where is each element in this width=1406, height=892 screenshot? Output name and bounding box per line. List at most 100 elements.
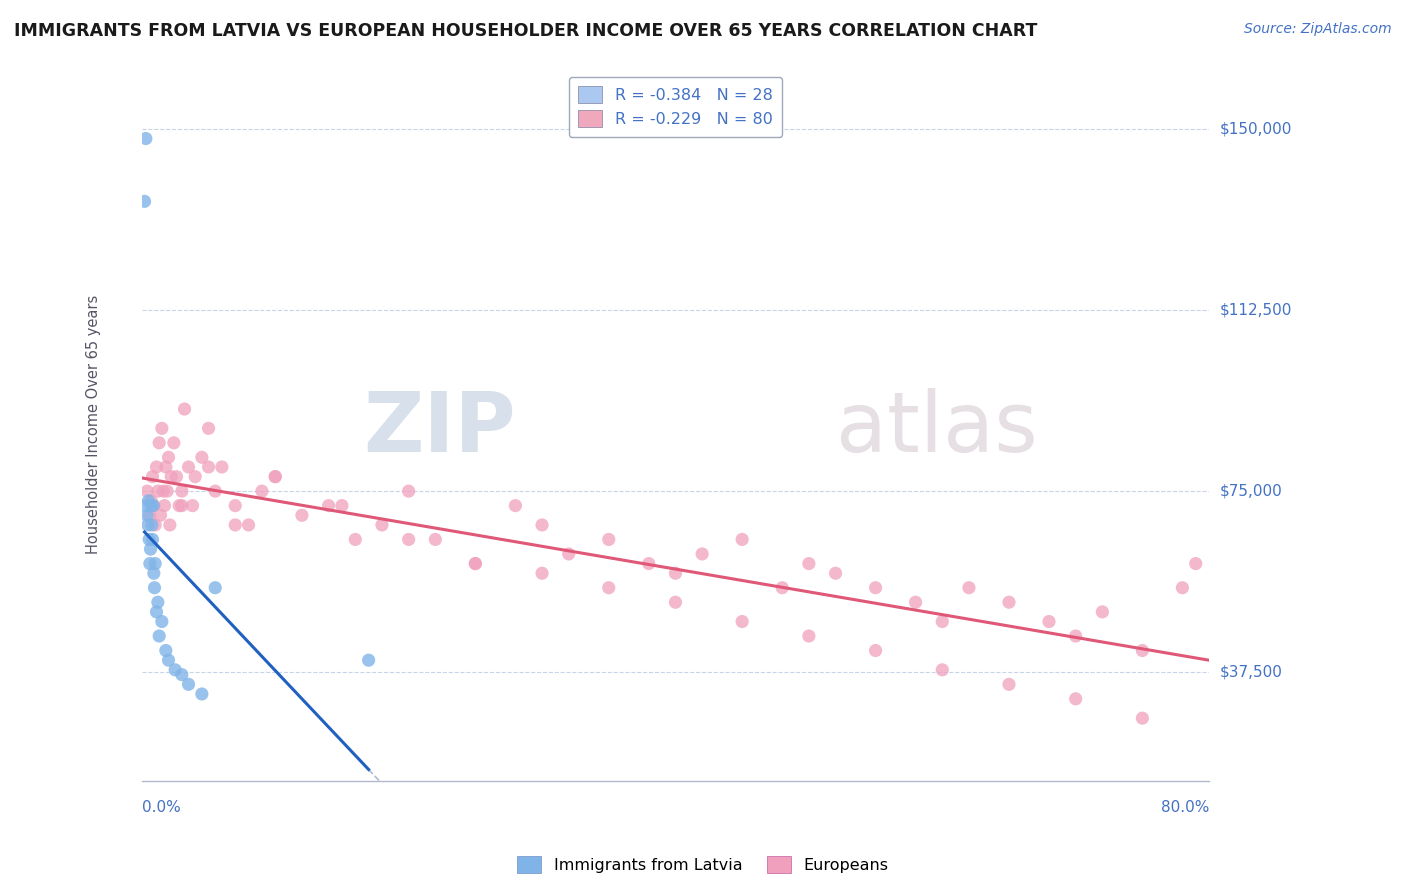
Point (797, 557, 820, 571)
Point (250, 484, 273, 499)
Point (264, 469, 287, 483)
Point (318, 499, 340, 513)
Point (170, 499, 193, 513)
Point (690, 547, 713, 561)
Text: IMMIGRANTS FROM LATVIA VS EUROPEAN HOUSEHOLDER INCOME OVER 65 YEARS CORRELATION : IMMIGRANTS FROM LATVIA VS EUROPEAN HOUSE… (14, 22, 1038, 40)
Text: Householder Income Over 65 years: Householder Income Over 65 years (86, 295, 101, 554)
Text: $75,000: $75,000 (1220, 483, 1282, 499)
Point (1171, 581, 1194, 595)
Point (998, 595, 1021, 609)
Point (357, 653, 380, 667)
Point (148, 629, 170, 643)
Point (344, 533, 367, 547)
Text: $37,500: $37,500 (1220, 665, 1284, 680)
Text: 80.0%: 80.0% (1161, 800, 1209, 815)
Point (505, 499, 527, 513)
Point (1132, 711, 1154, 725)
Point (1091, 605, 1114, 619)
Point (149, 508, 172, 523)
Point (637, 557, 659, 571)
Point (159, 518, 181, 533)
Point (170, 484, 193, 499)
Text: ZIP: ZIP (363, 388, 516, 469)
Point (664, 566, 686, 581)
Point (155, 460, 177, 475)
Point (136, 484, 159, 499)
Point (141, 533, 163, 547)
Point (139, 542, 162, 557)
Point (141, 499, 163, 513)
Point (148, 435, 170, 450)
Point (160, 469, 183, 483)
Point (184, 469, 207, 483)
Point (191, 687, 214, 701)
Point (135, 499, 157, 513)
Point (531, 518, 554, 533)
Point (931, 663, 953, 677)
Point (204, 484, 226, 499)
Point (425, 533, 447, 547)
Point (146, 595, 169, 609)
Point (531, 566, 554, 581)
Point (141, 518, 163, 533)
Point (170, 667, 193, 681)
Point (136, 508, 159, 523)
Point (145, 460, 167, 475)
Point (770, 581, 793, 595)
Point (824, 566, 846, 581)
Point (153, 499, 176, 513)
Point (152, 484, 174, 499)
Point (731, 533, 754, 547)
Point (1064, 691, 1087, 706)
Point (142, 499, 165, 513)
Point (598, 533, 620, 547)
Point (598, 581, 620, 595)
Point (797, 629, 820, 643)
Point (1064, 629, 1087, 643)
Text: $112,500: $112,500 (1220, 302, 1292, 318)
Point (197, 460, 219, 475)
Point (238, 518, 260, 533)
Text: 0.0%: 0.0% (142, 800, 180, 815)
Point (181, 499, 204, 513)
Point (931, 615, 953, 629)
Point (141, 493, 163, 508)
Point (865, 581, 887, 595)
Point (165, 663, 187, 677)
Point (464, 557, 486, 571)
Point (142, 566, 165, 581)
Point (139, 557, 162, 571)
Legend: Immigrants from Latvia, Europeans: Immigrants from Latvia, Europeans (512, 849, 894, 880)
Point (957, 581, 980, 595)
Point (150, 615, 173, 629)
Point (291, 508, 314, 523)
Point (146, 484, 169, 499)
Point (177, 677, 200, 691)
Point (167, 499, 190, 513)
Point (224, 499, 246, 513)
Point (163, 435, 186, 450)
Point (157, 653, 180, 667)
Point (139, 508, 162, 523)
Point (224, 518, 246, 533)
Point (664, 595, 686, 609)
Point (177, 460, 200, 475)
Text: $150,000: $150,000 (1220, 121, 1292, 136)
Point (138, 533, 160, 547)
Point (330, 499, 353, 513)
Point (143, 518, 166, 533)
Point (865, 643, 887, 657)
Point (371, 518, 394, 533)
Text: Source: ZipAtlas.com: Source: ZipAtlas.com (1244, 22, 1392, 37)
Legend: R = -0.384   N = 28, R = -0.229   N = 80: R = -0.384 N = 28, R = -0.229 N = 80 (568, 77, 782, 136)
Text: atlas: atlas (835, 388, 1038, 469)
Point (191, 450, 214, 465)
Point (141, 469, 163, 483)
Point (136, 518, 159, 533)
Point (1184, 557, 1206, 571)
Point (134, 194, 156, 209)
Point (143, 557, 166, 571)
Point (1132, 643, 1154, 657)
Point (264, 469, 287, 483)
Point (464, 557, 486, 571)
